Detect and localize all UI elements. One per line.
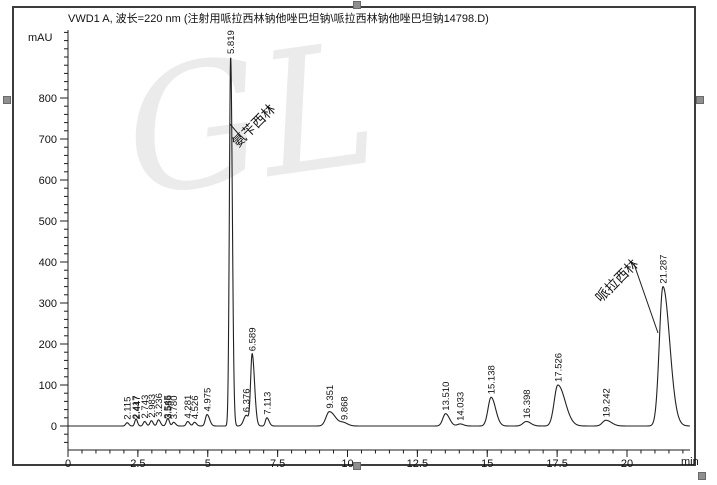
- peak-label: 2.417: [131, 396, 142, 420]
- chromatogram-trace: [68, 57, 690, 427]
- y-tick-label: 700: [39, 134, 57, 146]
- y-tick-label: 600: [39, 175, 57, 187]
- peak-label: 14.033: [456, 392, 467, 421]
- peak-label: 9.868: [339, 396, 350, 420]
- chromatogram-object-frame[interactable]: [12, 6, 696, 466]
- x-tick-label: 15: [481, 458, 493, 470]
- peak-label: 9.351: [325, 385, 336, 409]
- chart-title: VWD1 A, 波长=220 nm (注射用哌拉西林钠他唑巴坦钠\哌拉西林钠他唑…: [68, 13, 489, 25]
- x-tick-label: 17.5: [546, 458, 567, 470]
- selection-handle-right-middle[interactable]: [696, 96, 704, 104]
- peak-label: 6.589: [248, 328, 259, 352]
- peak-label: 21.287: [659, 255, 670, 284]
- y-tick-label: 300: [39, 298, 57, 310]
- y-tick-label: 800: [39, 93, 57, 105]
- selection-handle-bottom-center[interactable]: [353, 462, 361, 470]
- peak-label: 2.743: [140, 395, 151, 419]
- selection-handle-top-center[interactable]: [353, 1, 361, 9]
- peak-label: 2.115: [123, 397, 134, 420]
- peak-label: 2.983: [147, 394, 158, 418]
- peak-annotation: 哌拉西林: [592, 255, 642, 305]
- x-tick-label: 0: [65, 458, 71, 470]
- x-tick-label: 2.5: [130, 458, 145, 470]
- x-tick-label: 5: [205, 458, 211, 470]
- peak-label: 3.236: [154, 393, 165, 417]
- selection-handle-left-middle[interactable]: [3, 96, 11, 104]
- annotation-leader-line: [633, 263, 659, 334]
- annotation-leader-line: [229, 123, 242, 138]
- axes: [60, 30, 690, 457]
- peak-label: 19.242: [601, 388, 612, 417]
- selection-handle-bottom-right[interactable]: [698, 472, 706, 480]
- peak-label: 15.138: [487, 365, 498, 394]
- peak-label: 13.510: [441, 382, 452, 411]
- peak-label: 3.780: [169, 396, 180, 420]
- y-tick-label: 200: [39, 339, 57, 351]
- peak-label: 4.281: [183, 395, 194, 419]
- y-tick-label: 500: [39, 216, 57, 228]
- peak-label: 16.398: [522, 389, 533, 418]
- peak-label: 3.586: [164, 395, 175, 419]
- y-tick-label: 400: [39, 257, 57, 269]
- x-axis-unit-label: min: [681, 456, 699, 468]
- y-axis-unit-label: mAU: [28, 32, 53, 44]
- peak-label: 7.113: [262, 392, 273, 415]
- x-tick-label: 20: [621, 458, 633, 470]
- x-tick-label: 7.5: [270, 458, 285, 470]
- x-tick-label: 12.5: [407, 458, 428, 470]
- peak-label: 5.819: [226, 30, 237, 54]
- watermark: GL: [113, 5, 387, 236]
- peak-label: 6.376: [242, 389, 253, 413]
- y-tick-label: 100: [39, 380, 57, 392]
- peak-label: 4.975: [203, 388, 214, 412]
- peak-label: 2.447: [132, 396, 143, 420]
- peak-label: 4.526: [190, 396, 201, 420]
- peak-label: 17.526: [553, 353, 564, 382]
- x-tick-label: 10: [341, 458, 353, 470]
- y-tick-label: 0: [51, 421, 57, 433]
- peak-label: 3.545: [163, 395, 174, 419]
